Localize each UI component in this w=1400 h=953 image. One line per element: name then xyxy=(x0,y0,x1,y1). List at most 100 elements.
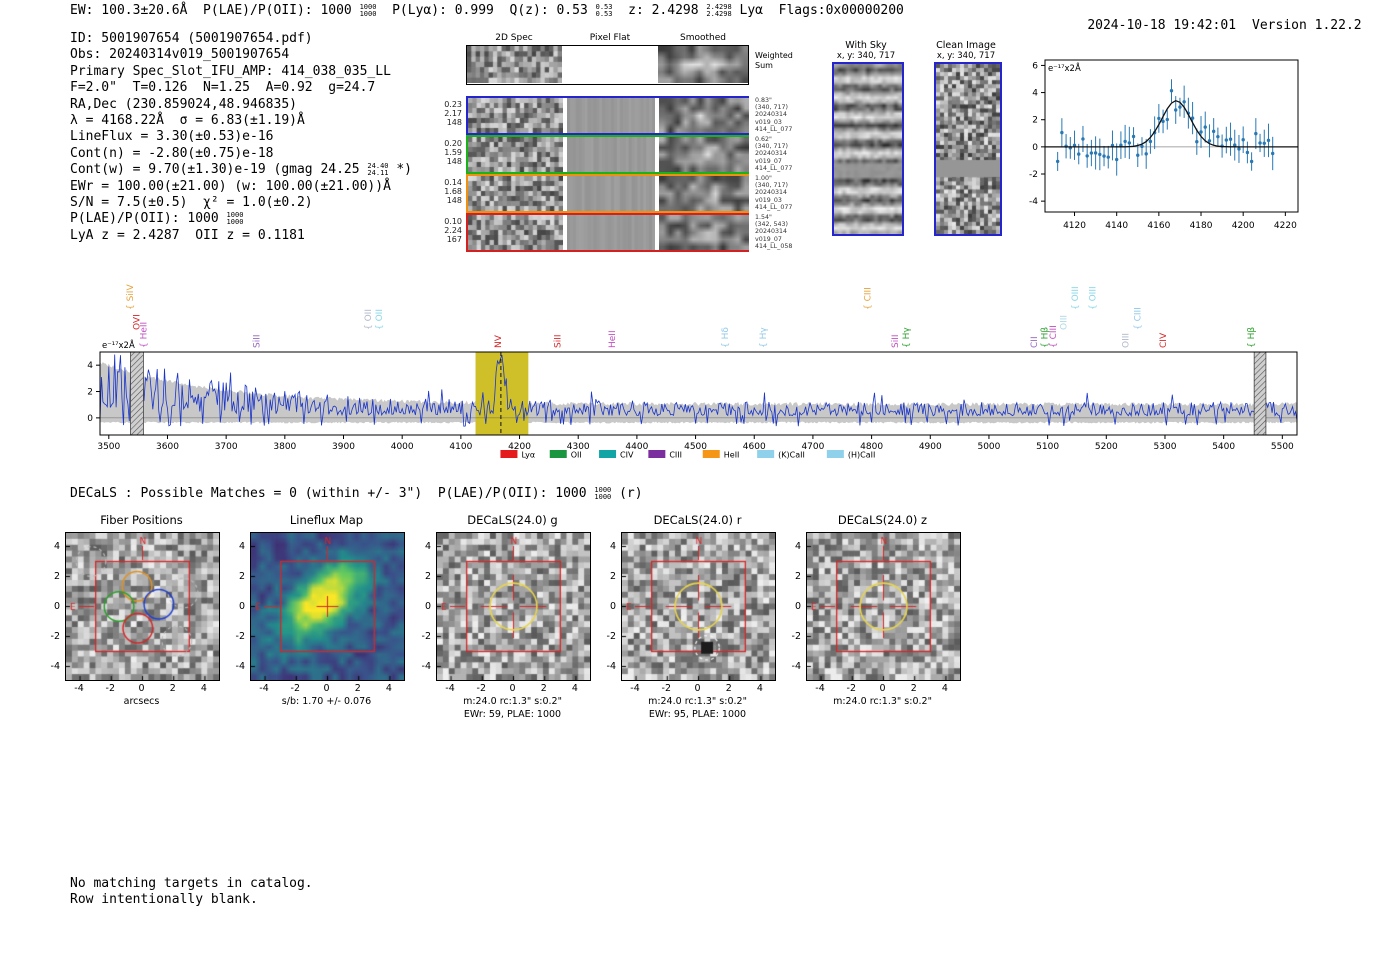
with-sky-coords: x, y: 340, 717 xyxy=(836,51,896,61)
svg-text:4400: 4400 xyxy=(625,442,648,452)
info-line-3: F=2.0" T=0.126 N=1.25 A=0.92 g=24.7 xyxy=(70,80,412,96)
weight-value: 148 xyxy=(446,157,462,166)
meta-line: v019_07 xyxy=(755,157,782,165)
cutout-xtick: -4 xyxy=(630,683,640,694)
cutout-xtick: -4 xyxy=(259,683,269,694)
weight-value: 148 xyxy=(446,196,462,205)
cutout-xtick: -2 xyxy=(476,683,486,694)
info-11-text-0: P(LAE)/P(OII): 1000 xyxy=(70,211,227,227)
emission-line-label: OVI xyxy=(132,314,142,330)
legend-label: OII xyxy=(571,451,582,460)
cutout-ytick: -4 xyxy=(235,660,245,672)
svg-text:3500: 3500 xyxy=(97,442,120,452)
spec2d-row-1 xyxy=(466,96,749,135)
cutout-title-3: DECaLS(24.0) r xyxy=(653,513,742,527)
emission-line-label: SiII xyxy=(253,334,263,348)
cutout-xtick: -4 xyxy=(74,683,84,694)
svg-text:3900: 3900 xyxy=(332,442,355,452)
info-line-10: S/N = 7.5(±0.5) χ² = 1.0(±0.2) xyxy=(70,195,412,211)
meta-line: 1.00" xyxy=(755,175,772,182)
svg-text:4800: 4800 xyxy=(860,442,883,452)
emission-line-label: { Hβ xyxy=(1041,327,1051,348)
clean-image-title: Clean Image xyxy=(936,40,996,51)
cutout-xtick: 2 xyxy=(354,683,361,694)
cutout-ytick: 2 xyxy=(424,570,431,582)
spec2d-img-r3c2 xyxy=(659,176,749,211)
svg-text:5100: 5100 xyxy=(1036,442,1059,452)
weight-value: 167 xyxy=(446,235,462,244)
info-5-text-0: λ = 4168.22Å σ = 6.83(±1.19)Å xyxy=(70,113,305,129)
svg-text:4: 4 xyxy=(1032,89,1038,99)
summary-text-0: EW: 100.3±20.6Å P(LAE)/P(OII): 1000 xyxy=(70,3,360,18)
svg-text:4: 4 xyxy=(87,361,93,371)
info-7-text-0: Cont(n) = -2.80(±0.75)e-18 xyxy=(70,145,274,161)
weight-value: 148 xyxy=(446,118,462,127)
svg-text:4100: 4100 xyxy=(449,442,472,452)
legend-label: HeII xyxy=(724,451,740,460)
info-line-8: Cont(w) = 9.70(±1.30)e-19 (gmag 24.25 24… xyxy=(70,162,412,178)
emission-line-label: { CIII xyxy=(1049,325,1059,348)
svg-text:3700: 3700 xyxy=(215,442,238,452)
cutout-ytick: -4 xyxy=(50,660,60,672)
cutout-image-1 xyxy=(250,532,405,681)
detection-info-block: ID: 5001907654 (5001907654.pdf) Obs: 2024… xyxy=(70,31,412,244)
cutout-ytick: 4 xyxy=(424,540,431,552)
svg-text:5400: 5400 xyxy=(1212,442,1235,452)
weight-value: 0.20 xyxy=(444,139,462,148)
info-line-7: Cont(n) = -2.80(±0.75)e-18 xyxy=(70,146,412,162)
cutout-caption2-2: EWr: 59, PLAE: 1000 xyxy=(463,709,562,720)
svg-text:e⁻¹⁷x2Å: e⁻¹⁷x2Å xyxy=(1048,62,1081,74)
info-line-5: λ = 4168.22Å σ = 6.83(±1.19)Å xyxy=(70,113,412,129)
svg-text:3600: 3600 xyxy=(156,442,179,452)
line-fit-inset: 4120 4140 4160 4180 4200 4220 -4 -2 0 2 4 6 e⁻¹⁷x2Å xyxy=(1029,59,1299,231)
cutout-xtick: 4 xyxy=(941,683,948,694)
cutout-xtick: 4 xyxy=(756,683,763,694)
emission-line-label: { OIII xyxy=(1071,286,1081,310)
spec2d-img-r3c0 xyxy=(468,176,563,211)
svg-text:4180: 4180 xyxy=(1190,221,1213,231)
svg-text:4220: 4220 xyxy=(1274,221,1297,231)
svg-text:2: 2 xyxy=(1032,116,1038,126)
meta-line: 20240314 xyxy=(755,150,788,158)
spec2d-img-r3c1 xyxy=(567,176,655,211)
legend-swatch xyxy=(826,450,844,458)
svg-text:4200: 4200 xyxy=(508,442,531,452)
info-8-text-2: *) xyxy=(388,162,412,178)
summary-stack-1: 1000 1000 xyxy=(360,3,377,18)
legend-swatch xyxy=(648,450,666,458)
meta-line: 414_LL_058 xyxy=(755,242,793,250)
svg-text:4000: 4000 xyxy=(391,442,414,452)
spec2d-column-headers: 2D Spec Pixel Flat Smoothed xyxy=(466,33,749,43)
spec2d-row-weights-2: 0.20 1.59 148 xyxy=(430,139,462,166)
cutout-ytick: -2 xyxy=(791,630,801,642)
decals-matches-line: DECaLS : Possible Matches = 0 (within +/… xyxy=(70,486,643,501)
cutout-xtick: -2 xyxy=(290,683,300,694)
cutout-caption1-1: s/b: 1.70 +/- 0.076 xyxy=(281,696,372,707)
cutout-caption1-0: arcsecs xyxy=(123,696,160,707)
cutout-title-1: Lineflux Map xyxy=(289,513,364,527)
svg-text:0: 0 xyxy=(87,414,93,424)
cutout-title-0: Fiber Positions xyxy=(100,513,183,527)
legend-swatch xyxy=(757,450,775,458)
cutout-title-4: DECaLS(24.0) z xyxy=(837,513,928,527)
cutout-image-0 xyxy=(65,532,220,681)
cutout-ytick: 0 xyxy=(238,600,245,612)
spec2d-col-2dspec: 2D Spec xyxy=(495,33,533,43)
cutout-ytick: 4 xyxy=(609,540,616,552)
cutout-xtick: 0 xyxy=(323,683,330,694)
cutout-ytick: -2 xyxy=(421,630,431,642)
cutout-ytick: 0 xyxy=(53,600,60,612)
svg-text:4300: 4300 xyxy=(567,442,590,452)
spec2d-img-r1c1 xyxy=(567,98,655,133)
cutout-xtick: 4 xyxy=(571,683,578,694)
cutout-xtick: 0 xyxy=(879,683,886,694)
weight-value: 0.23 xyxy=(444,100,462,109)
spec2d-img-r2c2 xyxy=(659,137,749,172)
info-11-stack-bottom: 1000 xyxy=(226,217,244,226)
emission-line-label: { Hγ xyxy=(902,327,912,348)
cutout-xtick: -2 xyxy=(846,683,856,694)
info-8-text-0: Cont(w) = 9.70(±1.30)e-19 (gmag 24.25 xyxy=(70,162,368,178)
spec2d-row-2 xyxy=(466,135,749,174)
info-8-stack-bottom: 24.11 xyxy=(367,168,389,177)
info-line-0: ID: 5001907654 (5001907654.pdf) xyxy=(70,31,412,47)
